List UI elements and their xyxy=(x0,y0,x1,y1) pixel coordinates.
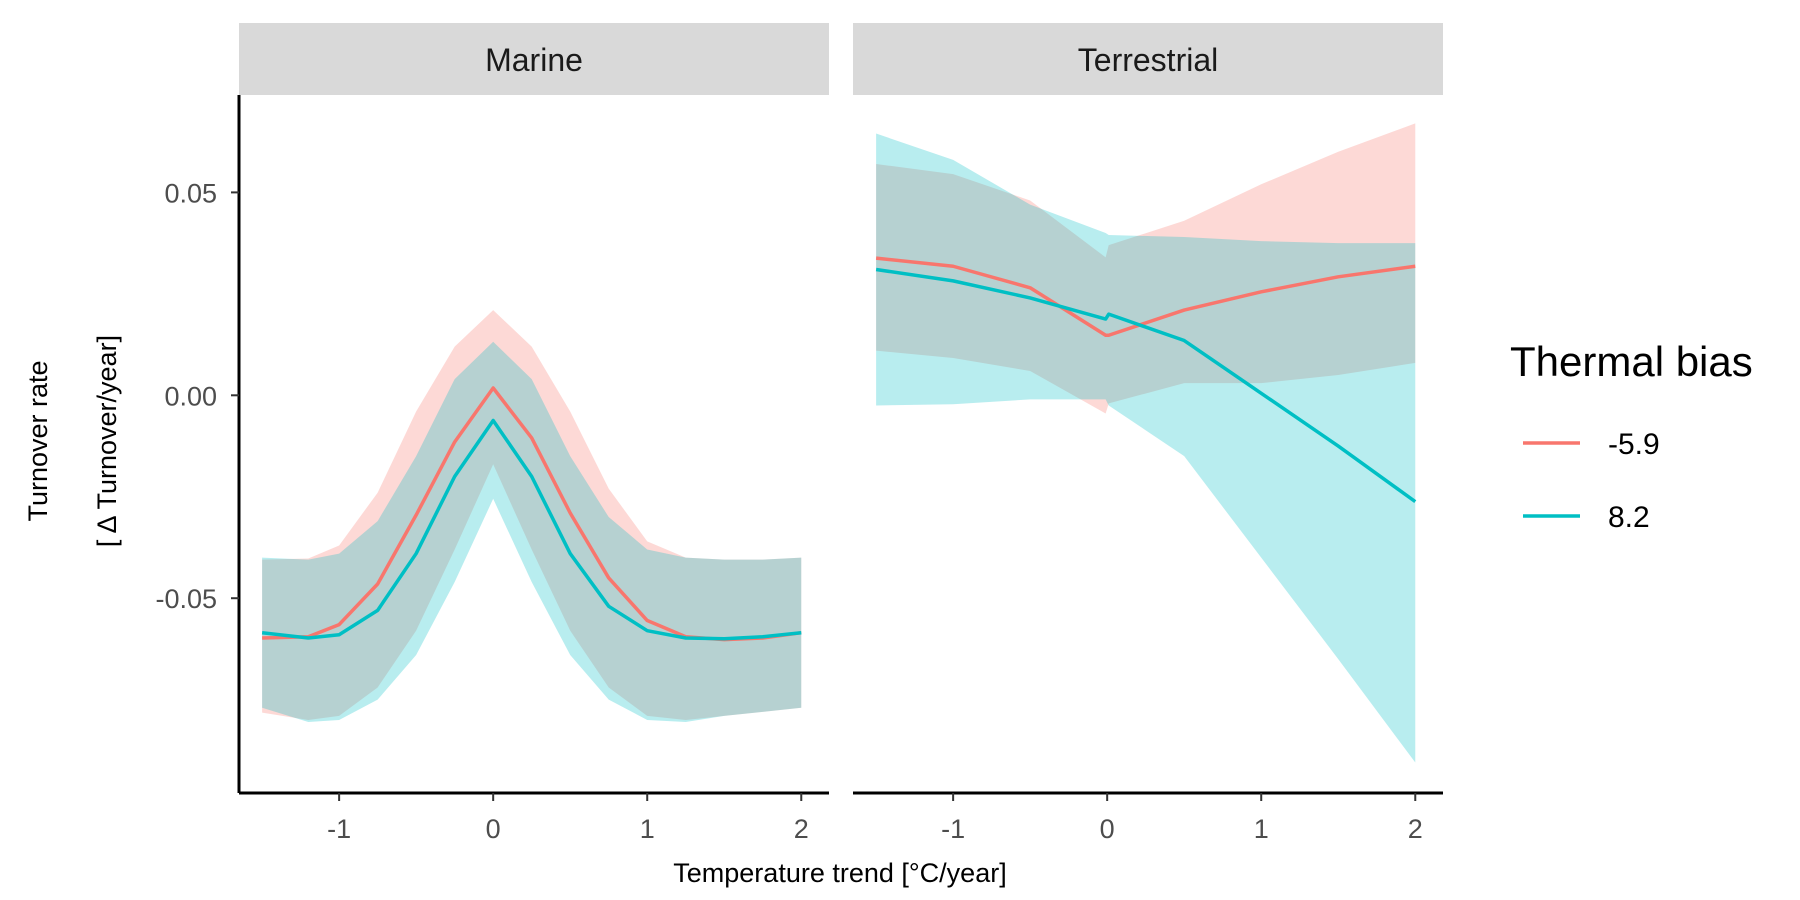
facet-strip-label: Terrestrial xyxy=(1078,42,1218,78)
ribbon-series-1 xyxy=(876,123,1416,414)
x-axis-title: Temperature trend [°C/year] xyxy=(673,858,1006,888)
legend-item-1: -5.9 xyxy=(1523,428,1660,461)
x-tick-label: 0 xyxy=(486,814,501,844)
y-tick-label: -0.05 xyxy=(155,584,217,614)
panel-terrestrial: Terrestrial -1 0 1 2 xyxy=(853,23,1443,844)
legend-item-2: 8.2 xyxy=(1523,501,1650,534)
legend-title: Thermal bias xyxy=(1510,338,1753,385)
y-axis-title-line-1: Turnover rate xyxy=(23,360,53,521)
y-axis-title-line-2: [ Δ Turnover/year] xyxy=(92,335,122,547)
panel-marine: Marine -1 0 1 2 xyxy=(239,23,829,844)
y-tick-label: 0.05 xyxy=(164,178,217,208)
line-series-2 xyxy=(875,267,1417,504)
facet-strip xyxy=(239,23,829,95)
x-tick-label: 2 xyxy=(1408,814,1423,844)
y-tick-label: 0.00 xyxy=(164,381,217,411)
legend-label-2: 8.2 xyxy=(1608,501,1650,534)
ribbon-series-2 xyxy=(262,341,802,722)
facet-strip xyxy=(853,23,1443,95)
x-tick-label: -1 xyxy=(327,814,351,844)
x-tick-label: 0 xyxy=(1100,814,1115,844)
legend: Thermal bias -5.9 8.2 xyxy=(1510,338,1753,534)
x-tick-label: 1 xyxy=(1254,814,1269,844)
legend-label-1: -5.9 xyxy=(1608,428,1660,461)
ribbon-series-1 xyxy=(262,310,802,720)
panels-layer: Marine -1 0 1 2 Terrestrial -1 0 1 2 xyxy=(239,23,1443,844)
x-tick-label: 2 xyxy=(794,814,809,844)
x-tick-label: -1 xyxy=(941,814,965,844)
line-series-1 xyxy=(875,256,1416,337)
line-series-2 xyxy=(261,418,802,641)
x-tick-label: 1 xyxy=(640,814,655,844)
facet-strip-label: Marine xyxy=(485,42,583,78)
ribbon-series-2 xyxy=(876,133,1416,763)
y-ticks-layer: 0.05 0.00 -0.05 xyxy=(155,178,239,614)
